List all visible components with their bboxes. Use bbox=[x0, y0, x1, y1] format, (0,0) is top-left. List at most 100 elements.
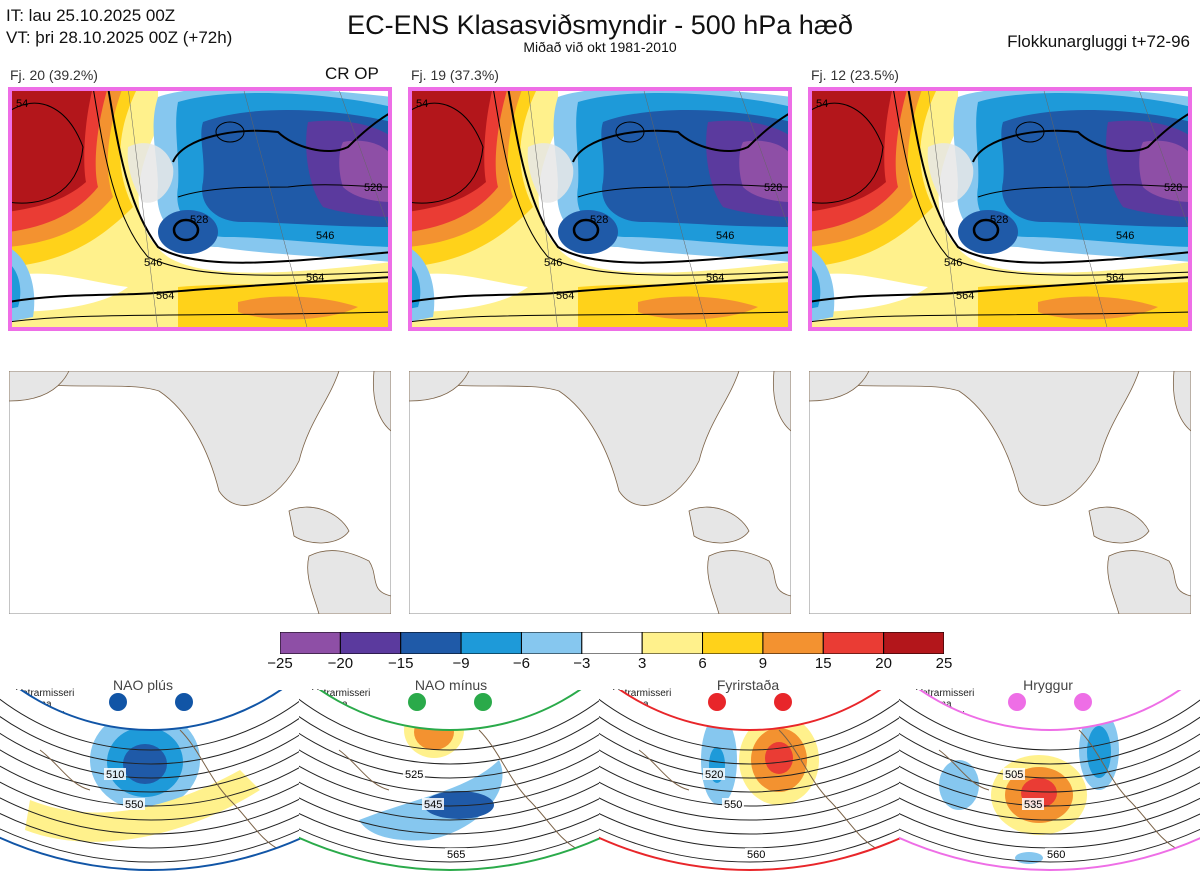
contour-564 bbox=[8, 276, 392, 303]
regime-dot bbox=[109, 693, 127, 711]
background bbox=[299, 690, 601, 870]
regime-dot bbox=[708, 693, 726, 711]
page-title: EC-ENS Klasasviðsmyndir - 500 hPa hæð bbox=[347, 10, 853, 40]
regime-dot bbox=[1074, 693, 1092, 711]
regime-3-map: 520 550 560 bbox=[599, 690, 901, 871]
anomaly-field bbox=[408, 87, 792, 331]
contour bbox=[177, 184, 392, 198]
contour-546 bbox=[107, 87, 392, 264]
contour bbox=[899, 690, 1200, 779]
contour-labels: 528 528 546 546 564 564 54 bbox=[16, 98, 382, 302]
contour-528 bbox=[572, 111, 792, 163]
contour-label: 528 bbox=[764, 182, 782, 194]
colorbar-swatch bbox=[762, 632, 824, 654]
contour bbox=[899, 707, 1200, 863]
anomaly-neutral-band bbox=[8, 273, 128, 312]
greenland-land bbox=[527, 143, 574, 203]
sector-outline bbox=[0, 690, 302, 871]
contour bbox=[0, 690, 302, 793]
regime-1-name: NAO plús bbox=[113, 677, 173, 693]
contour-564 bbox=[808, 276, 1192, 303]
contour bbox=[599, 699, 901, 849]
contour-label: 546 bbox=[944, 257, 962, 269]
contour-label: 520 bbox=[705, 769, 723, 781]
europe-land bbox=[1107, 550, 1191, 614]
greenland-land bbox=[809, 371, 1140, 506]
colorbar-tick: 20 bbox=[875, 655, 892, 672]
contour-528-low bbox=[172, 218, 200, 242]
label-bg bbox=[422, 798, 444, 810]
coastline bbox=[338, 749, 390, 791]
anomaly-warm-core bbox=[414, 714, 454, 750]
contour bbox=[408, 102, 484, 204]
contour-label: 528 bbox=[990, 214, 1008, 226]
contour bbox=[899, 690, 1200, 793]
anomaly-cold-core bbox=[958, 210, 1018, 254]
contour-label: 525 bbox=[405, 769, 423, 781]
cluster-frame bbox=[808, 87, 1192, 331]
contour-528 bbox=[172, 111, 392, 163]
contour-label: 560 bbox=[747, 849, 765, 861]
regime-field bbox=[299, 690, 601, 870]
contour-label: 560 bbox=[1047, 849, 1065, 861]
meridian bbox=[737, 87, 792, 238]
europe-land bbox=[307, 550, 391, 614]
contour bbox=[299, 699, 601, 849]
contour bbox=[599, 690, 901, 807]
label-bg bbox=[745, 848, 767, 860]
contour-label: 510 bbox=[106, 769, 124, 781]
contour bbox=[899, 690, 1200, 821]
coastline bbox=[179, 729, 281, 851]
anomaly-neutral-band bbox=[808, 273, 928, 312]
canada-land bbox=[9, 371, 70, 402]
colorbar-tick: 25 bbox=[935, 655, 953, 672]
contour bbox=[299, 691, 601, 835]
regime-3-name: Fyrirstaða bbox=[716, 677, 780, 693]
cluster-frame bbox=[8, 87, 392, 331]
colorbar-tick: −6 bbox=[512, 655, 531, 672]
greenland-land bbox=[9, 371, 340, 506]
label-bg bbox=[403, 768, 425, 780]
contour bbox=[808, 311, 1192, 323]
label-bg bbox=[703, 768, 725, 780]
contour bbox=[899, 690, 1200, 807]
svalbard-land bbox=[772, 371, 791, 432]
label-bg bbox=[1022, 798, 1044, 810]
colorbar-tick: −3 bbox=[573, 655, 591, 672]
regime-2-map: 525 545 565 bbox=[299, 690, 601, 871]
contour bbox=[899, 691, 1200, 835]
label-bg bbox=[123, 798, 145, 810]
meridian bbox=[927, 87, 959, 331]
contour-label: 564 bbox=[706, 272, 724, 284]
contour-label: 550 bbox=[125, 799, 143, 811]
contour bbox=[892, 87, 1192, 276]
anomaly-cold bbox=[939, 760, 979, 810]
colorbar-swatch bbox=[702, 632, 764, 654]
anomaly-field bbox=[8, 87, 392, 331]
colorbar-tick: −15 bbox=[387, 655, 414, 672]
colorbar-swatch bbox=[641, 632, 704, 654]
canada-land bbox=[409, 371, 470, 402]
contour bbox=[0, 690, 302, 779]
contour-label: 550 bbox=[724, 799, 742, 811]
anomaly-warm bbox=[25, 770, 260, 842]
contour bbox=[1015, 121, 1045, 143]
contour bbox=[8, 311, 392, 323]
coastline bbox=[778, 729, 880, 851]
anomaly-field bbox=[808, 87, 1192, 331]
contour bbox=[0, 690, 302, 807]
cluster-2-map: 528 528 546 546 564 564 54 bbox=[408, 87, 792, 331]
page-subtitle: Miðað við okt 1981-2010 bbox=[523, 39, 677, 55]
contour-label: 564 bbox=[556, 290, 574, 302]
svalbard-land bbox=[372, 371, 391, 432]
colorbar-swatch bbox=[883, 632, 944, 654]
colorbar-tick: −9 bbox=[452, 655, 470, 672]
iceland-land bbox=[688, 506, 750, 544]
cluster-frame bbox=[408, 87, 792, 331]
greenland-land bbox=[127, 143, 174, 203]
coastline bbox=[39, 749, 91, 791]
contour bbox=[8, 102, 84, 204]
anomaly-colorbar bbox=[280, 632, 944, 654]
contour bbox=[808, 102, 884, 204]
colorbar-swatch bbox=[339, 632, 402, 654]
